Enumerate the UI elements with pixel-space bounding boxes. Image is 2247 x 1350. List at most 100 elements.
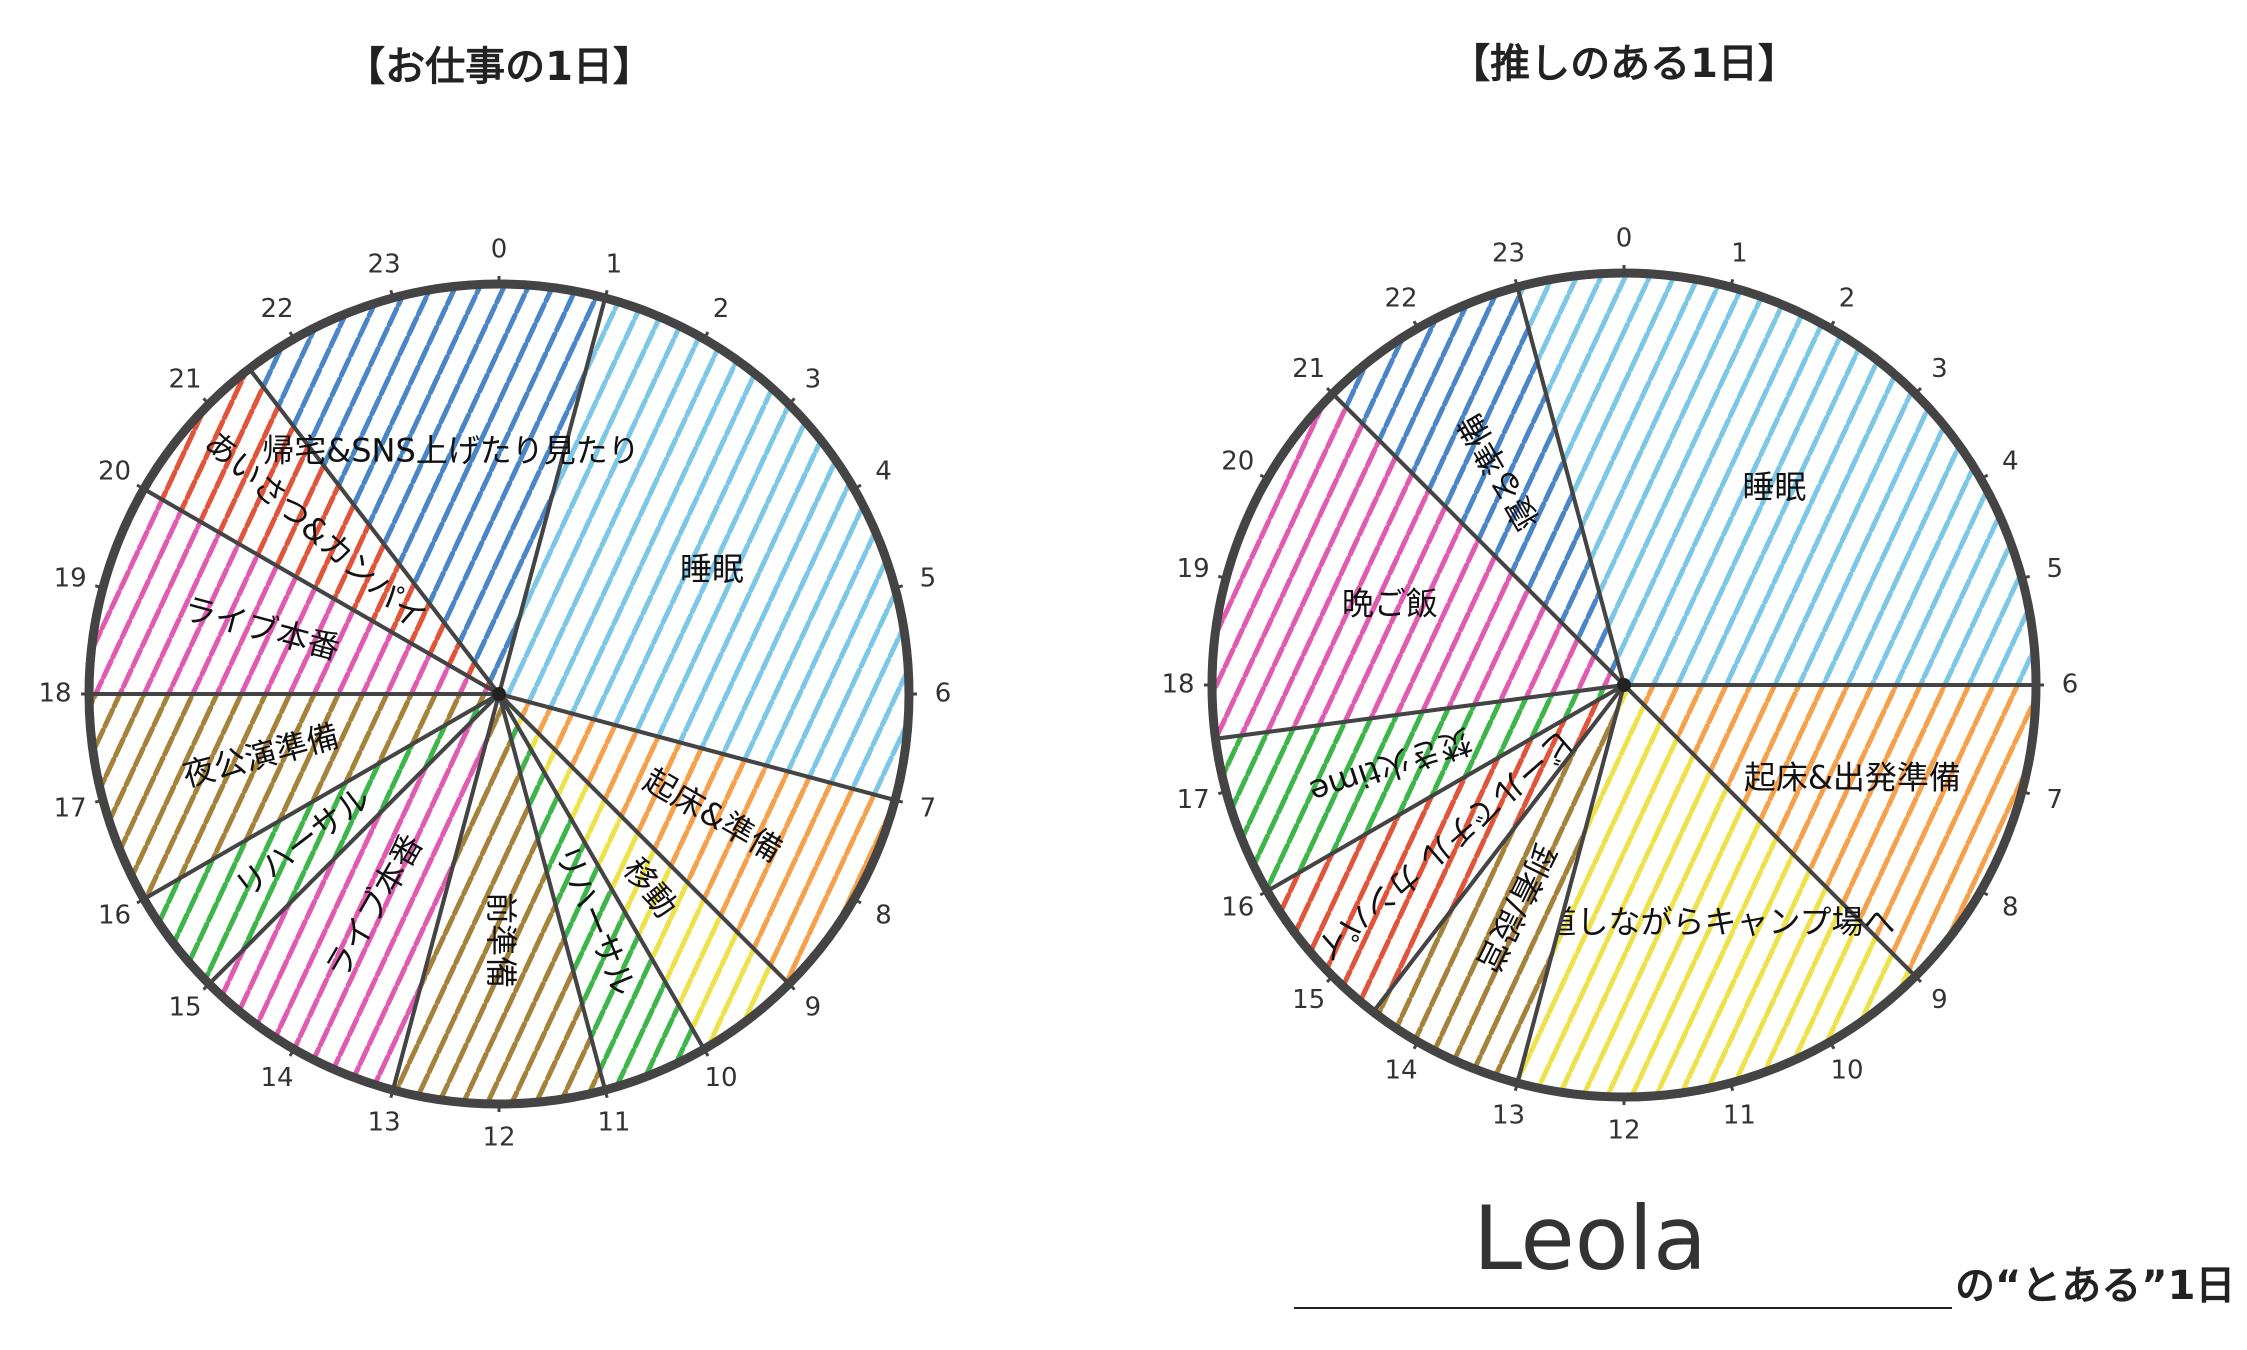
hour-tick	[1826, 320, 1836, 333]
hour-label: 2	[1839, 283, 1856, 313]
hour-tick	[1412, 320, 1422, 333]
hour-tick	[2017, 574, 2031, 581]
hour-label: 3	[1931, 354, 1948, 384]
hour-tick	[1325, 386, 1337, 398]
hour-label: 8	[2002, 893, 2019, 923]
hour-tick	[1259, 473, 1272, 483]
hour-tick	[94, 797, 108, 804]
hour-tick	[890, 797, 904, 804]
hour-label: 8	[875, 901, 892, 931]
hour-label: 5	[2047, 554, 2064, 584]
hour-label: 21	[168, 365, 201, 395]
slice-label: 帰宅&SNS上げたり見たり	[262, 432, 640, 470]
hour-label: 14	[1384, 1056, 1417, 1086]
hour-label: 0	[491, 235, 508, 265]
hour-tick	[389, 289, 396, 303]
hour-tick	[1911, 386, 1923, 398]
hour-label: 18	[1161, 670, 1194, 700]
hour-label: 7	[2047, 785, 2064, 815]
hour-tick	[1217, 574, 1231, 581]
hour-label: 12	[482, 1123, 515, 1153]
hour-label: 0	[1616, 224, 1633, 254]
hour-label: 19	[54, 564, 87, 594]
hour-label: 20	[98, 457, 131, 487]
slice-label: 睡眠	[680, 550, 744, 588]
hour-tick	[136, 483, 149, 493]
hour-label: 4	[2002, 447, 2019, 477]
hour-label: 11	[1723, 1100, 1756, 1130]
hour-label: 16	[1221, 893, 1254, 923]
footer-suffix: の“とある”1日	[1955, 1263, 2235, 1309]
hour-tick	[202, 980, 213, 991]
hour-label: 22	[1384, 283, 1417, 313]
center-dot	[492, 687, 506, 701]
hour-tick	[849, 483, 862, 493]
hour-label: 10	[1830, 1056, 1863, 1086]
hour-tick	[602, 289, 609, 303]
hour-label: 10	[704, 1063, 737, 1093]
center-dot	[1617, 678, 1631, 692]
hour-tick	[849, 895, 862, 905]
hour-label: 13	[368, 1107, 401, 1137]
hour-label: 1	[1731, 239, 1748, 269]
hour-tick	[2017, 789, 2031, 796]
hour-label: 4	[875, 457, 892, 487]
hour-tick	[602, 1085, 609, 1099]
hour-label: 12	[1607, 1116, 1640, 1146]
hour-label: 2	[713, 294, 730, 324]
hour-label: 6	[935, 679, 952, 709]
hour-tick	[1513, 278, 1520, 292]
chart-title: 【推しのある1日】	[1450, 41, 1798, 87]
hour-label: 15	[1292, 985, 1325, 1015]
hour-tick	[1826, 1037, 1836, 1050]
hour-label: 22	[260, 294, 293, 324]
hour-tick	[1728, 278, 1735, 292]
hour-label: 11	[597, 1107, 630, 1137]
hour-tick	[1976, 473, 1989, 483]
hour-label: 9	[1931, 985, 1948, 1015]
hour-label: 7	[920, 793, 937, 823]
hour-label: 14	[260, 1063, 293, 1093]
slice-label: 睡眠	[1742, 468, 1806, 506]
hour-label: 3	[805, 365, 822, 395]
hour-tick	[288, 1044, 298, 1057]
hour-tick	[1412, 1037, 1422, 1050]
hour-tick	[288, 331, 298, 344]
hour-label: 9	[805, 992, 822, 1022]
hour-label: 1	[606, 250, 623, 280]
hour-label: 6	[2062, 670, 2079, 700]
hour-label: 18	[38, 679, 71, 709]
slice-label: 晩ご飯	[1342, 585, 1438, 623]
hour-tick	[700, 331, 710, 344]
slice-label: 起床&出発準備	[1744, 759, 1961, 797]
hour-label: 20	[1221, 447, 1254, 477]
hour-label: 17	[54, 793, 87, 823]
hour-tick	[1976, 887, 1989, 897]
hour-tick	[890, 584, 904, 591]
hour-tick	[785, 397, 796, 408]
author-name: Leola	[1473, 1187, 1707, 1290]
slice-label: 前準備	[482, 892, 520, 988]
hour-tick	[94, 584, 108, 591]
hour-label: 23	[1492, 239, 1525, 269]
hour-label: 21	[1292, 354, 1325, 384]
hour-tick	[1513, 1078, 1520, 1092]
hour-label: 15	[168, 992, 201, 1022]
hour-tick	[700, 1044, 710, 1057]
hour-label: 5	[920, 564, 937, 594]
hour-label: 23	[368, 250, 401, 280]
hour-label: 19	[1177, 554, 1210, 584]
hour-tick	[1728, 1078, 1735, 1092]
hour-tick	[785, 980, 796, 991]
hour-tick	[202, 397, 213, 408]
hour-tick	[136, 895, 149, 905]
hour-label: 16	[98, 901, 131, 931]
chart-title: 【お仕事の1日】	[345, 44, 653, 90]
hour-tick	[1911, 972, 1923, 984]
hour-tick	[1325, 972, 1337, 984]
hour-tick	[389, 1085, 396, 1099]
hour-label: 13	[1492, 1100, 1525, 1130]
hour-label: 17	[1177, 785, 1210, 815]
hour-tick	[1217, 789, 1231, 796]
